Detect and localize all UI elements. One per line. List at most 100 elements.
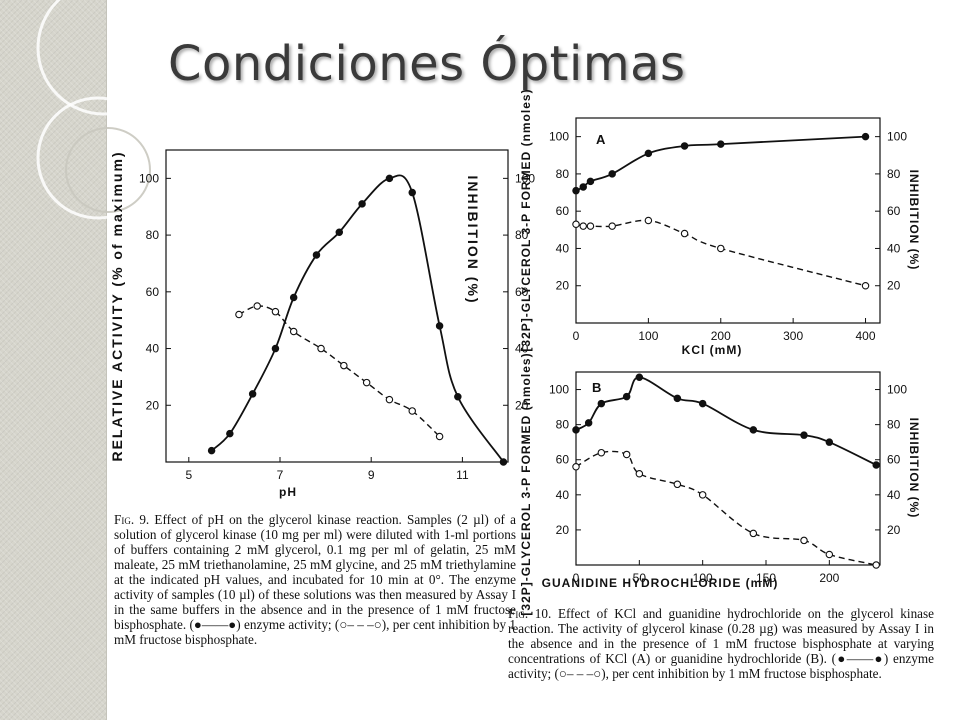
x-tick-label: 200 xyxy=(711,329,731,343)
y-tick-label-left: 100 xyxy=(139,171,159,185)
data-point-inhibition xyxy=(597,448,606,457)
data-point-activity xyxy=(248,390,257,398)
panel-label-a: A xyxy=(596,132,606,147)
panel-label-b: B xyxy=(592,380,601,395)
y-tick-label-right: 100 xyxy=(515,171,535,185)
data-point-activity xyxy=(644,149,653,158)
data-point-inhibition xyxy=(717,244,725,253)
data-point-activity xyxy=(454,393,462,401)
data-point-inhibition xyxy=(586,222,595,230)
y-tick-label-left: 60 xyxy=(556,453,570,467)
y-axis-label-right: INHIBITION (%) xyxy=(907,418,921,519)
plot-frame xyxy=(165,149,509,463)
plot-frame xyxy=(575,371,881,566)
y-tick-label-left: 20 xyxy=(146,398,160,412)
y-tick-label-left: 80 xyxy=(556,418,570,432)
data-point-activity xyxy=(673,394,682,403)
data-point-activity xyxy=(335,228,344,237)
y-tick-label-left: 60 xyxy=(146,285,160,299)
figure-9-caption: Fig. 9. Effect of pH on the glycerol kin… xyxy=(114,512,516,647)
series-line-inhibition xyxy=(575,219,866,287)
x-tick-label: 50 xyxy=(633,571,647,585)
slide-title: Condiciones Óptimas xyxy=(168,36,686,92)
x-tick-label: 11 xyxy=(456,468,469,482)
data-point-inhibition xyxy=(408,407,416,415)
decorative-ring-large xyxy=(36,0,172,116)
y-axis-label-left: [32P]-GLYCEROL 3-P FORMED (nmoles) xyxy=(519,352,533,615)
y-tick-label-right: 80 xyxy=(887,167,901,181)
data-point-inhibition xyxy=(435,432,444,441)
data-point-activity xyxy=(597,399,606,408)
data-point-activity xyxy=(698,399,707,408)
data-point-inhibition xyxy=(749,529,758,538)
y-tick-label-right: 40 xyxy=(887,241,901,255)
y-tick-label-left: 80 xyxy=(146,228,160,242)
data-point-inhibition xyxy=(362,378,371,387)
data-point-inhibition xyxy=(253,302,261,310)
data-point-activity xyxy=(499,458,508,466)
data-point-inhibition xyxy=(698,491,707,499)
figure-10-caption-text: Effect of KCl and guanidine hydrochlorid… xyxy=(508,606,934,681)
y-tick-label-left: 40 xyxy=(556,241,570,255)
y-tick-label-right: 100 xyxy=(887,383,907,397)
figure-10-number: Fig. 10. xyxy=(508,606,552,621)
y-tick-label-right: 20 xyxy=(887,523,901,537)
y-axis-label-left: [32P]-GLYCEROL 3-P FORMED (nmoles) xyxy=(519,88,533,351)
data-point-inhibition xyxy=(622,450,631,459)
x-tick-label: 100 xyxy=(693,571,713,585)
y-tick-label-left: 100 xyxy=(549,130,569,144)
chart-fig10b-guanidine-effect: 0 50 100 150 200 20 40 60 80 100 20 40 60 80 100 B [32… xyxy=(519,352,921,615)
data-point-inhibition xyxy=(572,462,580,471)
data-point-activity xyxy=(572,426,580,434)
y-tick-label-right: 80 xyxy=(887,418,901,432)
data-point-activity xyxy=(408,188,416,197)
figure-10-caption: Fig. 10. Effect of KCl and guanidine hyd… xyxy=(508,606,934,681)
data-point-inhibition xyxy=(235,310,243,319)
x-tick-label: 7 xyxy=(277,468,284,482)
x-tick-label: 200 xyxy=(819,571,839,585)
x-axis-label: KCl (mM) xyxy=(682,343,743,357)
chart-fig10a-kcl-effect: 0 100 200 300 400 20 40 60 80 100 20 40 60 80 100 A [3… xyxy=(519,88,921,357)
series-line-activity xyxy=(210,174,505,463)
data-point-activity xyxy=(358,200,366,208)
figure-9-number: Fig. 9. xyxy=(114,512,150,527)
x-tick-label: 150 xyxy=(756,571,776,585)
data-point-activity xyxy=(207,446,216,455)
data-point-inhibition xyxy=(289,327,298,336)
data-point-inhibition xyxy=(644,216,653,225)
data-point-activity xyxy=(800,431,808,439)
data-point-activity xyxy=(226,429,234,438)
data-point-inhibition xyxy=(872,561,880,569)
data-point-inhibition xyxy=(800,536,808,545)
y-axis-label-right: INHIBITION (%) xyxy=(907,170,921,271)
data-point-activity xyxy=(680,142,689,150)
data-point-inhibition xyxy=(635,470,644,478)
series-line-inhibition xyxy=(575,450,877,566)
y-tick-label-right: 100 xyxy=(887,130,907,144)
decorative-ring-small xyxy=(65,127,151,213)
x-tick-label: 0 xyxy=(573,329,580,343)
x-tick-label: 5 xyxy=(185,468,192,482)
data-point-activity xyxy=(825,438,834,446)
x-axis-label: GUANIDINE HYDROCHLORIDE (mM) xyxy=(542,576,779,590)
data-point-inhibition xyxy=(673,480,682,489)
data-point-activity xyxy=(635,373,644,382)
data-point-activity xyxy=(717,140,725,148)
data-point-inhibition xyxy=(572,220,580,228)
data-point-activity xyxy=(271,344,280,353)
y-tick-label-right: 20 xyxy=(887,279,901,293)
y-tick-label-right: 60 xyxy=(515,285,529,299)
data-point-inhibition xyxy=(271,307,280,316)
data-point-inhibition xyxy=(680,229,689,238)
data-point-activity xyxy=(312,251,321,259)
data-point-inhibition xyxy=(861,281,870,290)
y-tick-label-left: 20 xyxy=(556,279,570,293)
figure-9-caption-text: Effect of pH on the glycerol kinase reac… xyxy=(114,512,516,647)
plot-frame xyxy=(575,117,881,324)
data-point-activity xyxy=(435,322,444,330)
y-tick-label-right: 80 xyxy=(515,228,529,242)
x-tick-label: 0 xyxy=(573,571,580,585)
x-axis-label: pH xyxy=(279,485,297,499)
decorative-ring-middle xyxy=(36,96,160,220)
data-point-inhibition xyxy=(385,395,394,404)
